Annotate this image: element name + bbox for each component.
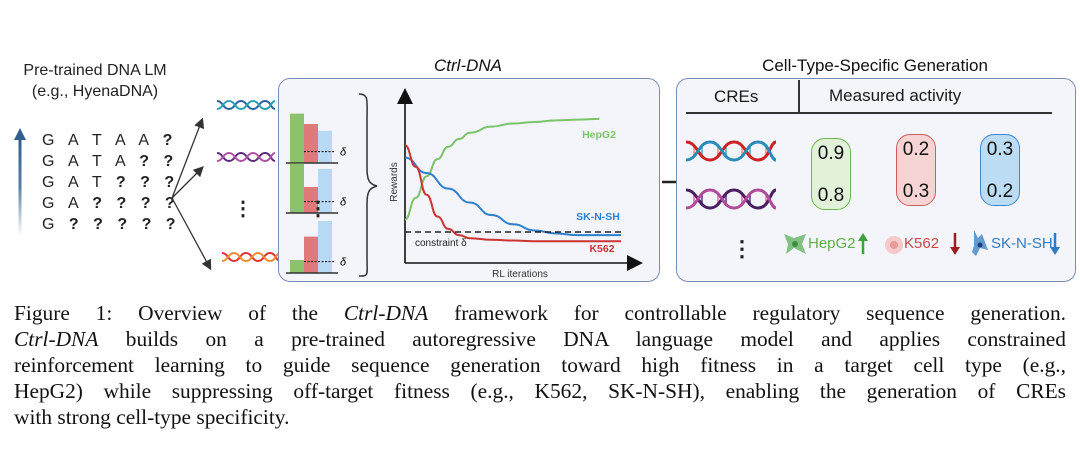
cell-label-k562: K562 bbox=[904, 235, 940, 252]
reward-bar-k562 bbox=[304, 236, 318, 273]
token-sequence: G A T ? ? ? bbox=[42, 172, 181, 193]
token-sequence: G A T A A ? bbox=[42, 130, 181, 151]
caption-text: Figure 1: Overview of the bbox=[14, 301, 344, 325]
helix-ellipsis: ⋮ bbox=[233, 198, 253, 220]
reward-bar-sk-n-sh bbox=[318, 221, 332, 273]
k562-cell-icon bbox=[885, 236, 903, 254]
caption-text: reinforcement learning to guide sequence… bbox=[14, 353, 1066, 377]
activity-value: 0.2 bbox=[986, 181, 1014, 202]
known-tokens: G A T bbox=[42, 174, 107, 191]
figure-caption: Figure 1: Overview of the Ctrl-DNA frame… bbox=[14, 300, 1066, 430]
pretrained-lm-title-line1: Pre-trained DNA LM bbox=[23, 62, 167, 79]
delta-label: δ bbox=[340, 197, 347, 209]
pretrained-lm-title: Pre-trained DNA LM (e.g., HyenaDNA) bbox=[10, 60, 180, 102]
caption-line: Ctrl-DNA builds on a pre-trained autoreg… bbox=[14, 326, 1066, 352]
y-axis-label: Rewards bbox=[389, 162, 400, 201]
series-label-sk-n-sh: SK-N-SH bbox=[576, 211, 620, 223]
reward-bar-k562 bbox=[304, 124, 318, 163]
caption-text: framework for controllable regulatory se… bbox=[428, 301, 1066, 325]
rewards-line-chart: Rewards RL iterations constraint δ HepG2… bbox=[389, 88, 643, 280]
series-label-hepg2: HepG2 bbox=[582, 129, 616, 141]
reward-bar-hepg2 bbox=[290, 113, 304, 163]
dna-helix-icon bbox=[216, 99, 276, 111]
ctrl-dna-panel bbox=[278, 78, 660, 282]
series-layer bbox=[404, 117, 621, 243]
activity-value: 0.3 bbox=[902, 181, 930, 202]
delta-label: δ bbox=[340, 257, 347, 269]
caption-text: with strong cell-type specificity. bbox=[14, 405, 290, 429]
caption-text: HepG2) while suppressing off-target fitn… bbox=[14, 379, 1066, 403]
token-sequence: G A ? ? ? ? bbox=[42, 193, 181, 214]
reward-bar-k562 bbox=[304, 187, 318, 213]
header-rule bbox=[686, 112, 1052, 114]
known-tokens: G bbox=[42, 216, 60, 233]
activity-value: 0.9 bbox=[817, 143, 845, 164]
masked-tokens: ? bbox=[162, 132, 178, 149]
arrow-down-icon bbox=[1050, 233, 1060, 255]
caption-line: reinforcement learning to guide sequence… bbox=[14, 352, 1066, 378]
series-line-k562 bbox=[404, 144, 621, 243]
activity-pill-k562: 0.2 0.3 bbox=[896, 134, 936, 206]
bar-groups-ellipsis: ⋮ bbox=[308, 198, 328, 220]
delta-label: δ bbox=[340, 147, 347, 159]
caption-italic-term: Ctrl-DNA bbox=[14, 327, 99, 351]
dna-helix-icon bbox=[221, 251, 281, 263]
reward-bar-sk-n-sh bbox=[318, 130, 332, 163]
token-sequence: G ? ? ? ? ? bbox=[42, 214, 181, 235]
masked-tokens: ? ? ? bbox=[115, 174, 180, 191]
caption-line: HepG2) while suppressing off-target fitn… bbox=[14, 378, 1066, 404]
caption-line: with strong cell-type specificity. bbox=[14, 404, 1066, 430]
activity-value: 0.8 bbox=[817, 185, 845, 206]
sk-n-sh-cell-icon bbox=[972, 230, 988, 256]
known-tokens: G A T A bbox=[42, 153, 130, 170]
arrow-up-icon bbox=[858, 233, 868, 254]
known-tokens: G A bbox=[42, 195, 83, 212]
token-sequence-list: G A T A A ? G A T A ? ? G A T ? ? ? G A … bbox=[42, 130, 181, 235]
pretrained-lm-title-line2: (e.g., HyenaDNA) bbox=[31, 83, 159, 100]
activity-pill-hepg2: 0.9 0.8 bbox=[811, 138, 851, 210]
masked-tokens: ? ? bbox=[139, 153, 179, 170]
column-header-activity: Measured activity bbox=[829, 86, 962, 105]
caption-line: Figure 1: Overview of the Ctrl-DNA frame… bbox=[14, 300, 1066, 326]
generation-panel-title: Cell-Type-Specific Generation bbox=[762, 56, 988, 75]
column-header-cres: CREs bbox=[714, 87, 759, 106]
x-axis-label: RL iterations bbox=[492, 269, 548, 280]
activity-value: 0.3 bbox=[986, 139, 1014, 160]
constraint-label: constraint δ bbox=[415, 238, 467, 249]
reward-bar-hepg2 bbox=[290, 260, 304, 273]
known-tokens: G A T A A bbox=[42, 132, 154, 149]
branch-arrow-3 bbox=[171, 197, 212, 271]
branch-arrow-1 bbox=[171, 117, 205, 199]
reward-bar-groups: δ δ δ bbox=[286, 113, 347, 274]
curly-brace-icon bbox=[358, 93, 378, 277]
caption-italic-term: Ctrl-DNA bbox=[343, 301, 429, 325]
cell-label-hepg2: HepG2 bbox=[808, 235, 856, 252]
branch-arrows bbox=[171, 117, 212, 271]
reward-bar-hepg2 bbox=[290, 163, 304, 213]
hepg2-cell-icon bbox=[784, 234, 806, 254]
ctrl-dna-title: Ctrl-DNA bbox=[434, 56, 502, 75]
cell-label-sk-n-sh: SK-N-SH bbox=[991, 235, 1053, 252]
activity-value: 0.2 bbox=[902, 139, 930, 160]
activity-pill-sk-n-sh: 0.3 0.2 bbox=[980, 134, 1020, 206]
token-sequence: G A T A ? ? bbox=[42, 151, 181, 172]
series-line-hepg2 bbox=[404, 117, 600, 221]
series-label-k562: K562 bbox=[589, 243, 614, 255]
caption-text: builds on a pre-trained autoregressive D… bbox=[98, 327, 1066, 351]
cre-dna-helix-icon bbox=[685, 188, 777, 210]
generation-direction-arrow-icon bbox=[14, 128, 26, 236]
masked-tokens: ? ? ? ? bbox=[92, 195, 180, 212]
cre-ellipsis: ⋮ bbox=[731, 236, 753, 261]
dna-helix-icon bbox=[216, 151, 276, 163]
series-line-sk-n-sh bbox=[404, 156, 621, 237]
masked-tokens: ? ? ? ? ? bbox=[68, 216, 181, 233]
arrow-down-icon bbox=[950, 233, 960, 255]
branch-arrow-2 bbox=[171, 166, 204, 199]
cre-dna-helix-icon bbox=[685, 140, 777, 162]
header-divider bbox=[798, 80, 800, 112]
